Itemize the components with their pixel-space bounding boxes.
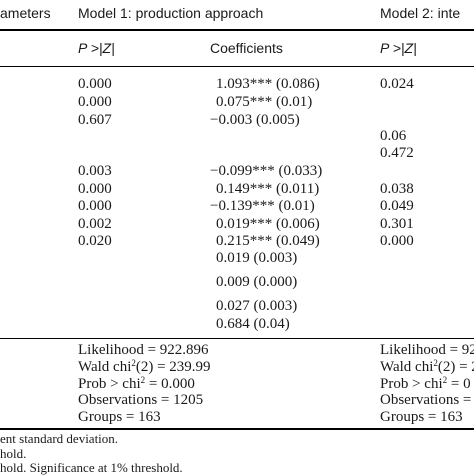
pz2-cell: 0.301 bbox=[380, 216, 414, 232]
prob-suffix: = 0 bbox=[447, 376, 471, 392]
prob-model1: Prob > chi2 = 0.000 bbox=[78, 376, 195, 393]
observations-model1: Observations = 1205 bbox=[78, 392, 204, 408]
wald-suffix: (2) = 239.99 bbox=[135, 359, 211, 375]
prob-prefix: Prob > chi bbox=[78, 376, 141, 392]
pz1-cell: 0.000 bbox=[78, 76, 112, 92]
header-rule bbox=[0, 29, 474, 31]
coef-cell: 0.027 (0.003) bbox=[216, 298, 298, 314]
pz1-cell: 0.003 bbox=[78, 163, 112, 179]
pz2-cell: 0.472 bbox=[380, 145, 414, 161]
pz1-cell: 0.000 bbox=[78, 94, 112, 110]
wald-prefix: Wald chi bbox=[78, 359, 132, 375]
groups-model2: Groups = 163 bbox=[380, 409, 463, 425]
prob-suffix: = 0.000 bbox=[145, 376, 195, 392]
likelihood-model2: Likelihood = 92 bbox=[380, 342, 474, 358]
coef-cell: −0.139*** (0.01) bbox=[210, 198, 315, 214]
coef-cell: −0.099*** (0.033) bbox=[210, 163, 323, 179]
prob-sup: 2 bbox=[140, 375, 146, 385]
subheader-rule bbox=[0, 66, 474, 67]
pz1-cell: 0.000 bbox=[78, 198, 112, 214]
pz1-cell: 0.000 bbox=[78, 181, 112, 197]
pz1-cell: 0.020 bbox=[78, 233, 112, 249]
pz-label-model1: P >|Z| bbox=[78, 40, 115, 56]
coef-cell: 0.215*** (0.049) bbox=[216, 233, 320, 249]
pz2-cell: 0.000 bbox=[380, 233, 414, 249]
prob-sup: 2 bbox=[442, 375, 448, 385]
pz2-cell: 0.024 bbox=[380, 76, 414, 92]
wald-model1: Wald chi2(2) = 239.99 bbox=[78, 359, 211, 376]
coef-cell: 0.075*** (0.01) bbox=[216, 94, 313, 110]
wald-prefix: Wald chi bbox=[380, 359, 434, 375]
pz2-cell: 0.038 bbox=[380, 181, 414, 197]
coefficients-label: Coefficients bbox=[210, 40, 283, 56]
wald-model2: Wald chi2(2) = 2 bbox=[380, 359, 474, 376]
bottom-rule bbox=[0, 428, 474, 430]
coef-cell: 1.093*** (0.086) bbox=[216, 76, 320, 92]
wald-sup: 2 bbox=[131, 358, 136, 368]
pz1-cell: 0.002 bbox=[78, 216, 112, 232]
footnote-2: hold. bbox=[0, 446, 27, 461]
coef-cell: 0.009 (0.000) bbox=[216, 274, 298, 290]
coef-cell: 0.149*** (0.011) bbox=[216, 181, 320, 197]
coef-cell: 0.019*** (0.006) bbox=[216, 216, 320, 232]
footnote-3: hold. Significance at 1% threshold. bbox=[0, 460, 183, 475]
likelihood-model1: Likelihood = 922.896 bbox=[78, 342, 209, 358]
wald-suffix: (2) = 2 bbox=[437, 359, 474, 375]
pz2-cell: 0.049 bbox=[380, 198, 414, 214]
coef-cell: 0.684 (0.04) bbox=[216, 316, 290, 332]
prob-prefix: Prob > chi bbox=[380, 376, 443, 392]
stats-rule bbox=[0, 338, 474, 339]
pz-label-model2: P >|Z| bbox=[380, 40, 417, 56]
prob-model2: Prob > chi2 = 0 bbox=[380, 376, 471, 393]
model2-title: Model 2: inte bbox=[380, 5, 461, 21]
groups-model1: Groups = 163 bbox=[78, 409, 161, 425]
wald-sup: 2 bbox=[433, 358, 438, 368]
model1-title: Model 1: production approach bbox=[78, 5, 264, 21]
footnote-1: ent standard deviation. bbox=[0, 431, 119, 446]
observations-model2: Observations = 1 bbox=[380, 392, 474, 408]
pz2-cell: 0.06 bbox=[380, 128, 407, 144]
coef-cell: 0.019 (0.003) bbox=[216, 250, 298, 266]
coef-cell: −0.003 (0.005) bbox=[210, 112, 300, 128]
parameters-header: ameters bbox=[0, 5, 51, 21]
pz1-cell: 0.607 bbox=[78, 112, 112, 128]
